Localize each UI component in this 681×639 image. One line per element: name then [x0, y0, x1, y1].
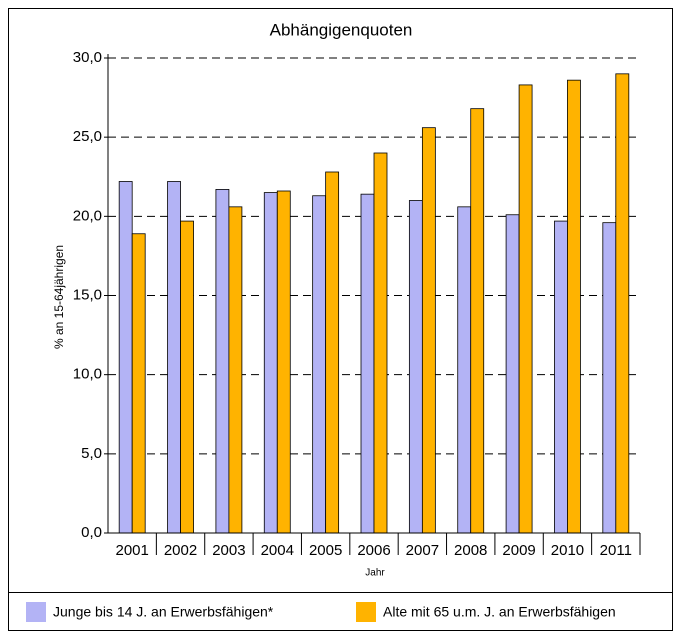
x-tick-label: 2006: [357, 542, 390, 559]
bar: [325, 171, 340, 534]
x-tick-label: 2001: [115, 542, 148, 559]
legend-label: Junge bis 14 J. an Erwerbsfähigen*: [53, 604, 274, 620]
chart-title: Abhängigenquoten: [270, 20, 413, 39]
bar: [215, 189, 230, 534]
bar: [470, 108, 485, 534]
bar: [615, 73, 630, 534]
bar: [312, 195, 327, 534]
legend-swatch: [26, 602, 46, 622]
bar: [567, 79, 581, 534]
y-tick-label: 20,0: [73, 207, 102, 224]
y-tick-label: 5,0: [81, 445, 102, 462]
bar: [360, 193, 375, 534]
x-tick-label: 2011: [600, 542, 632, 559]
bar: [421, 127, 436, 534]
x-tick-label: 2010: [551, 542, 584, 559]
y-tick-label: 30,0: [73, 49, 102, 66]
x-tick-label: 2007: [406, 542, 439, 559]
x-tick-label: 2003: [212, 542, 245, 559]
legend-label: Alte mit 65 u.m. J. an Erwerbsfähigen: [383, 604, 616, 620]
y-tick-label: 15,0: [73, 286, 102, 303]
x-tick-label: 2004: [261, 542, 294, 559]
bar: [505, 214, 520, 534]
bar: [118, 181, 133, 534]
y-tick-label: 0,0: [81, 524, 102, 541]
legend-swatch: [356, 602, 376, 622]
x-tick-label: 2002: [164, 542, 197, 559]
bar: [276, 190, 291, 534]
bar: [554, 220, 568, 534]
bar: [167, 181, 181, 534]
y-tick-label: 25,0: [73, 128, 102, 145]
bar: [518, 84, 533, 534]
bar: [457, 206, 472, 534]
bar: [373, 152, 388, 534]
bar: [602, 222, 617, 534]
bar: [228, 206, 243, 534]
bar: [180, 220, 194, 534]
y-tick-label: 10,0: [73, 366, 102, 383]
y-axis-label: % an 15-64jährigen: [52, 245, 66, 349]
bar: [263, 192, 278, 534]
x-tick-label: 2008: [454, 542, 487, 559]
bar: [408, 200, 423, 534]
x-axis-label: Jahr: [365, 568, 385, 579]
bar: [131, 233, 146, 534]
x-tick-label: 2005: [309, 542, 342, 559]
x-tick-label: 2009: [502, 542, 535, 559]
